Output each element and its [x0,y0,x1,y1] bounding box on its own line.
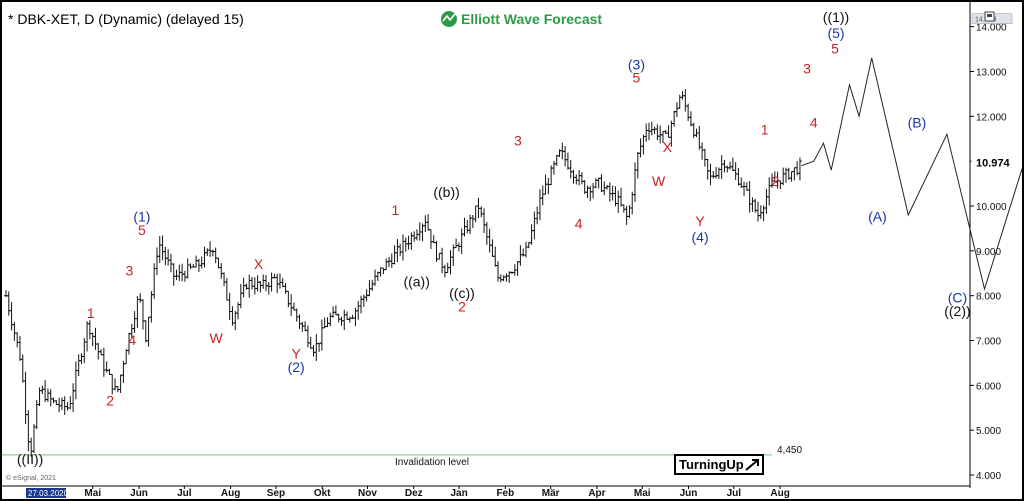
wave-label: (1) [133,209,150,225]
wave-label: W [652,173,666,189]
wave-label: 1 [392,202,400,218]
wave-label: 2 [458,298,466,314]
wave-label: ((II)) [17,451,43,467]
price-tick-label: 7.000 [976,337,1001,348]
wave-label: 1 [87,305,95,321]
brand-name: Elliott Wave Forecast [461,11,602,27]
window-menu-icon-bar[interactable] [987,14,992,17]
wave-labels: ((II))12345(1)WXY(2)1((a))((b))((c))2345… [17,9,971,467]
current-price-box [971,154,1021,170]
wave-label: ((c)) [449,285,475,301]
current-price-label: 10.974 [976,157,1011,169]
wave-label: 3 [125,263,133,279]
month-label: Jul [177,488,192,499]
wave-label: 2 [106,393,114,409]
price-tick-label: 10.000 [976,202,1007,213]
month-label: Mai [84,488,101,499]
brand-wave-icon [442,13,456,22]
wave-label: (A) [868,209,887,225]
start-date-box [26,488,66,498]
wave-label: (3) [628,56,645,72]
wave-label: (5) [827,25,844,41]
wave-label: ((2)) [944,303,970,319]
wave-label: 4 [128,332,136,348]
month-label: Mai [634,488,651,499]
turningup-arrow-icon [745,459,759,471]
wave-label: 3 [514,132,522,148]
wave-label: 4 [810,115,818,131]
month-label: Jun [680,488,698,499]
month-label: Sep [267,488,285,499]
month-label: Mär [542,488,560,499]
month-label: Aug [221,488,240,499]
wave-label: (4) [692,229,709,245]
price-tick-label: 4.000 [976,471,1001,482]
invalidation-label: Invalidation level [395,457,469,468]
wave-label: Y [291,345,301,361]
projection-path [801,57,1022,291]
wave-label: ((a)) [403,274,429,290]
month-label: Nov [358,488,377,499]
price-tick-label: 8.000 [976,292,1001,303]
price-tick-label: 5.000 [976,426,1001,437]
wave-label: 1 [761,121,769,137]
price-tick-label: 12.000 [976,112,1007,123]
wave-label: 5 [633,70,641,86]
chart-title: * DBK-XET, D (Dynamic) (delayed 15) [8,11,244,27]
month-label: Jan [450,488,467,499]
wave-label: 5 [831,41,839,57]
wave-label: (B) [908,115,927,131]
wave-label: W [210,330,224,346]
wave-label: (C) [948,289,967,305]
month-label: Okt [314,488,331,499]
month-label: Jul [727,488,742,499]
start-date-label: 27.03.2020 [28,489,69,498]
price-tick-label: 13.000 [976,67,1007,78]
price-tick-label: 9.000 [976,247,1001,258]
wave-label: (2) [288,359,305,375]
wave-label: Y [695,213,705,229]
month-label: Dez [405,488,423,499]
turningup-label: TurningUp [679,457,744,472]
window-menu-icon[interactable] [984,11,995,22]
price-axis: 4.0005.0006.0007.0008.0009.00010.00011.0… [969,2,1021,488]
price-tick-label: 6.000 [976,381,1001,392]
month-label: Jun [130,488,148,499]
wave-label: ((1)) [823,9,849,25]
turningup-logo: TurningUp [674,454,764,475]
wave-label: ((b)) [433,184,459,200]
brand-logo [441,11,457,27]
wave-label: 5 [138,222,146,238]
wave-label: 2 [771,173,779,189]
wave-label: 3 [803,61,811,77]
wave-label: X [254,256,264,272]
month-label: Apr [588,488,605,499]
month-label: Feb [496,488,514,499]
turningup-box [674,454,764,475]
time-axis: Mai Jun Jul Aug Sep Okt Nov Dez Jan Feb Mär Apr Mai J… [2,485,970,499]
ohlc-bars [4,89,802,457]
month-label: Aug [770,488,789,499]
invalidation-value: 4,450 [777,445,802,456]
copyright-label: © eSignal, 2021 [6,474,56,482]
price-tick-label: 14.000 [976,23,1007,34]
wave-label: 4 [575,215,583,231]
wave-label: X [663,139,673,155]
